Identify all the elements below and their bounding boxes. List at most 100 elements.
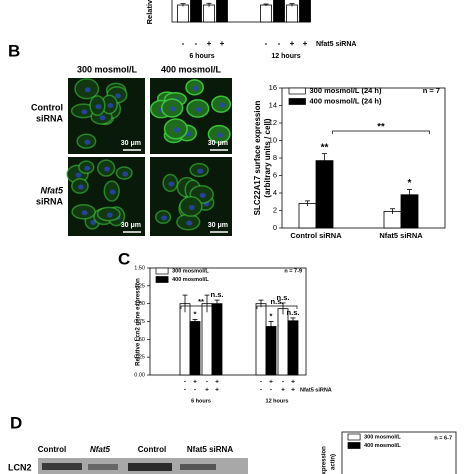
x-tick-label: Control siRNA — [290, 231, 342, 240]
nucleus — [219, 102, 226, 108]
blot-band — [128, 463, 172, 471]
bar — [201, 303, 213, 376]
y-tick-label: 14 — [269, 100, 277, 109]
blot-band — [88, 464, 118, 470]
bar — [260, 4, 272, 23]
x-sign: - — [184, 387, 186, 394]
bar — [216, 0, 228, 23]
annotation: n.s. — [277, 293, 290, 302]
bar — [203, 4, 215, 23]
x-sign: - — [282, 379, 284, 386]
micrograph-column: 300 mosmol/L — [77, 64, 138, 74]
bracket — [332, 130, 430, 134]
x-sign: + — [291, 387, 295, 394]
annotation: n.s. — [271, 297, 284, 306]
x-sign: + — [215, 379, 219, 386]
nucleus — [84, 139, 91, 145]
panel-letter: B — [8, 41, 20, 60]
legend-swatch — [288, 87, 306, 95]
bar — [287, 320, 299, 376]
x-sign: - — [195, 39, 198, 48]
x-sign: - — [270, 387, 272, 394]
legend-swatch — [347, 442, 361, 449]
nucleus — [168, 181, 175, 187]
y-axis-label: expression — [322, 446, 328, 474]
row-label: Nfat5 siRNA — [300, 387, 332, 393]
bar — [273, 0, 285, 23]
y-axis-label: actin) — [331, 454, 337, 470]
y-axis-label: Relative Lcn2 gene expression — [136, 278, 142, 366]
y-tick-label: 4 — [273, 188, 277, 197]
x-sign: + — [193, 379, 197, 386]
blot-band-label: LCN2 — [8, 462, 32, 472]
x-sign: + — [281, 387, 285, 394]
scale-bar-label: 30 μm — [121, 222, 141, 229]
y-tick-label: 2 — [273, 205, 277, 214]
y-tick-label: 8 — [273, 153, 277, 162]
x-sign: + — [303, 39, 308, 48]
annotation: * — [194, 309, 197, 318]
micrograph-row: Nfat5 — [40, 185, 63, 195]
panel-letter: D — [10, 413, 22, 432]
plot-frame — [171, 0, 311, 23]
y-tick-label: 0.75 — [134, 319, 145, 325]
legend-swatch — [155, 276, 169, 283]
legend-label: 400 mosmol/L (24 h) — [310, 96, 382, 105]
x-sign: - — [194, 387, 196, 394]
x-sign: - — [265, 39, 268, 48]
nucleus — [217, 132, 224, 138]
micrographs: 30 μm 30 μm 30 μm 30 μm — [66, 78, 232, 236]
x-tick-label: Nfat5 siRNA — [379, 231, 423, 240]
y-tick-label: 6 — [273, 170, 277, 179]
y-tick-label: 0 — [273, 223, 277, 232]
legend-label: 400 mosmol/L — [364, 443, 401, 449]
annotation: * — [408, 178, 412, 189]
y-tick-label: 1.00 — [134, 301, 145, 307]
plot-frame — [341, 431, 457, 474]
x-sign: + — [291, 379, 295, 386]
bar — [277, 308, 289, 376]
y-axis-label: Relative — [145, 0, 154, 24]
x-sign: - — [206, 379, 208, 386]
nucleus — [99, 115, 106, 121]
x-sign: + — [205, 387, 209, 394]
y-tick-label: 10 — [269, 135, 277, 144]
x-sign: + — [220, 39, 225, 48]
scale-bar-label: 30 μm — [208, 140, 228, 147]
annotation: ** — [321, 142, 329, 153]
bar — [190, 0, 202, 23]
bar — [265, 326, 277, 376]
micrograph-row: siRNA — [36, 196, 64, 206]
nucleus — [188, 204, 195, 210]
nucleus — [161, 215, 168, 221]
nucleus — [192, 85, 199, 91]
bar — [299, 0, 311, 23]
y-tick-label: 1.25 — [134, 283, 145, 289]
blot-lane: Control — [138, 445, 166, 454]
legend-label: 300 mosmol/L (24 h) — [310, 86, 382, 95]
nucleus — [109, 189, 116, 195]
bar — [286, 4, 298, 23]
blot-band — [42, 463, 82, 470]
micrograph-row: siRNA — [36, 113, 64, 123]
y-tick-label: 16 — [269, 83, 277, 92]
x-sign: - — [260, 379, 262, 386]
y-axis-label: SLC22A17 surface expression — [253, 101, 262, 216]
sample-size: n = 6-7 — [434, 435, 452, 441]
nucleus — [186, 220, 193, 226]
y-tick-label: 0.50 — [134, 337, 145, 343]
legend-label: 300 mosmol/L — [172, 268, 209, 274]
x-sign: + — [215, 387, 219, 394]
y-tick-label: 12 — [269, 118, 277, 127]
group-label: 6 hours — [191, 398, 211, 404]
x-sign: - — [184, 379, 186, 386]
legend-label: 400 mosmol/L — [172, 277, 209, 283]
scale-bar-label: 30 μm — [208, 222, 228, 229]
nucleus — [77, 184, 84, 190]
nucleus — [84, 87, 91, 93]
bar — [179, 303, 191, 376]
nucleus — [81, 210, 88, 216]
nucleus — [199, 192, 206, 198]
x-sign: - — [278, 39, 281, 48]
